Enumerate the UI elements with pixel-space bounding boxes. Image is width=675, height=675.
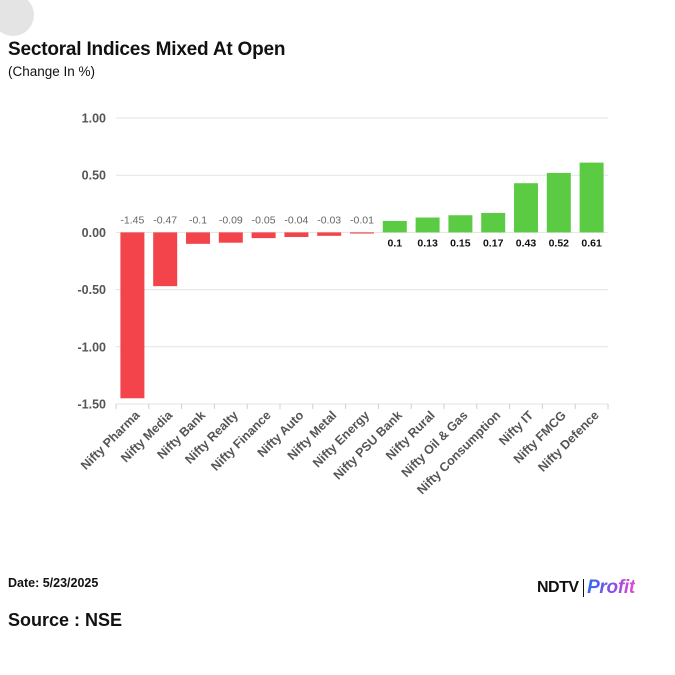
data-label: 0.1 xyxy=(387,237,402,249)
bar xyxy=(448,215,473,233)
bar xyxy=(415,217,440,233)
bar xyxy=(120,232,145,399)
data-label: -0.1 xyxy=(189,214,207,226)
date-label: Date: 5/23/2025 xyxy=(8,576,99,590)
logo-product: Profit xyxy=(587,577,635,598)
data-label: 0.61 xyxy=(581,237,602,249)
data-label: -0.47 xyxy=(153,214,177,226)
bar xyxy=(382,220,407,233)
y-tick-label: -1.50 xyxy=(78,398,107,412)
bar xyxy=(186,232,210,244)
y-tick-label: 0.50 xyxy=(82,169,106,183)
source-label: Source : NSE xyxy=(8,610,123,630)
data-label: 0.17 xyxy=(483,237,504,249)
data-label: -1.45 xyxy=(120,214,144,226)
data-label: 0.52 xyxy=(549,237,570,249)
data-label: -0.03 xyxy=(317,214,341,226)
y-tick-label: -0.50 xyxy=(78,283,107,297)
bar xyxy=(481,212,506,233)
bar xyxy=(284,232,309,237)
bar xyxy=(579,162,604,233)
bar xyxy=(350,232,374,234)
logo-divider xyxy=(582,579,585,597)
bar xyxy=(218,232,243,243)
data-label: 0.13 xyxy=(417,237,438,249)
bar xyxy=(251,232,276,239)
chart-subtitle: (Change In %) xyxy=(8,64,96,79)
data-label: -0.01 xyxy=(350,214,374,226)
logo-brand: NDTV xyxy=(537,579,579,596)
y-tick-label: -1.00 xyxy=(78,340,107,354)
data-label: -0.05 xyxy=(252,214,276,226)
y-tick-label: 0.00 xyxy=(82,226,106,240)
y-tick-label: 1.00 xyxy=(82,112,106,126)
data-label: 0.15 xyxy=(450,237,471,249)
bar xyxy=(514,183,538,233)
data-label: -0.09 xyxy=(219,214,243,226)
data-label: 0.43 xyxy=(516,237,537,249)
chart-title: Sectoral Indices Mixed At Open xyxy=(8,39,286,60)
bar xyxy=(546,172,571,233)
data-label: -0.04 xyxy=(284,214,308,226)
bar xyxy=(317,232,342,236)
ndtv-profit-logo: NDTV Profit xyxy=(537,577,635,599)
bar xyxy=(153,232,178,287)
